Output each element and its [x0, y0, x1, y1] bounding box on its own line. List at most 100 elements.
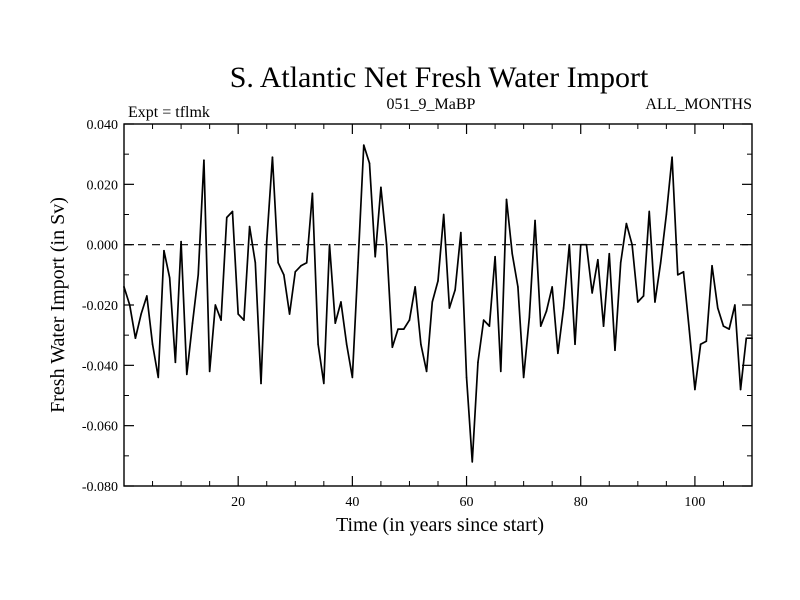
data-point	[208, 370, 211, 373]
data-point	[602, 325, 605, 327]
data-point	[362, 144, 365, 146]
data-point	[174, 361, 177, 364]
data-point	[186, 373, 188, 376]
data-point	[368, 162, 371, 165]
data-point	[191, 322, 194, 324]
data-point	[380, 186, 382, 189]
data-point	[665, 213, 668, 216]
data-point	[454, 289, 456, 291]
data-point	[294, 271, 297, 273]
data-point	[265, 240, 268, 243]
x-tick-label: 60	[460, 495, 474, 510]
data-point	[300, 264, 302, 267]
data-point	[500, 370, 502, 373]
data-point	[699, 343, 702, 346]
data-point	[305, 261, 308, 264]
y-tick-label: -0.060	[82, 420, 118, 435]
data-point	[243, 319, 245, 321]
data-point	[631, 243, 633, 246]
data-point	[642, 295, 645, 297]
x-tick-label: 40	[345, 495, 359, 510]
data-point	[425, 370, 428, 373]
data-point	[146, 295, 148, 297]
months-label: ALL_MONTHS	[645, 96, 752, 113]
data-point	[283, 274, 285, 276]
data-point	[214, 304, 217, 306]
data-point	[625, 222, 628, 225]
data-point	[248, 225, 251, 228]
data-point	[260, 382, 262, 385]
data-point	[579, 243, 582, 246]
data-point	[402, 328, 405, 330]
data-point	[688, 328, 690, 330]
data-point	[477, 361, 479, 364]
data-point	[671, 156, 673, 158]
data-point	[385, 243, 388, 246]
data-point	[311, 192, 314, 195]
data-point	[437, 280, 439, 282]
data-point	[237, 313, 239, 315]
data-point	[722, 325, 725, 327]
data-point	[323, 382, 325, 385]
data-point	[220, 319, 222, 321]
data-point	[528, 316, 531, 318]
run-label: 051_9_MaBP	[387, 96, 476, 113]
data-point	[442, 213, 445, 216]
data-point	[231, 210, 234, 213]
chart-title: S. Atlantic Net Fresh Water Import	[230, 61, 649, 94]
data-point	[448, 307, 451, 309]
data-point	[682, 271, 685, 273]
data-point	[745, 337, 748, 339]
data-point	[168, 277, 171, 279]
x-tick-label: 80	[574, 495, 588, 510]
expt-label: Expt = tflmk	[128, 104, 210, 121]
data-point	[140, 313, 142, 315]
data-point	[505, 198, 508, 201]
data-point	[151, 343, 154, 346]
data-point	[420, 343, 422, 346]
data-point	[408, 319, 411, 321]
data-point	[180, 240, 182, 243]
y-tick-label: -0.040	[82, 359, 118, 374]
data-point	[705, 340, 708, 343]
data-point	[711, 264, 713, 267]
data-point	[562, 307, 565, 309]
data-point	[648, 210, 651, 213]
data-point	[203, 159, 205, 161]
data-point	[328, 243, 331, 246]
data-point	[357, 261, 359, 264]
data-point	[340, 301, 342, 303]
data-point	[676, 274, 679, 276]
data-point	[659, 261, 662, 264]
data-point	[488, 325, 491, 327]
data-point	[522, 376, 525, 379]
data-point	[597, 258, 599, 261]
plot-frame	[123, 123, 753, 487]
y-tick-label: -0.080	[82, 480, 118, 495]
data-point	[465, 376, 468, 379]
data-point	[654, 301, 656, 303]
data-point	[728, 328, 730, 330]
data-point	[511, 252, 514, 255]
data-point	[254, 261, 257, 264]
data-point	[391, 346, 394, 349]
data-point	[460, 231, 462, 234]
data-point	[351, 376, 354, 379]
y-tick-label: 0.000	[87, 239, 119, 254]
data-point	[585, 243, 588, 246]
y-tick-label: 0.040	[87, 118, 119, 133]
data-point	[637, 301, 639, 303]
data-point	[397, 328, 399, 330]
data-point	[334, 322, 337, 324]
data-point	[163, 249, 165, 252]
x-tick-label: 20	[231, 495, 245, 510]
data-point	[374, 255, 377, 258]
data-point	[225, 216, 228, 219]
data-point	[591, 292, 593, 294]
data-point	[317, 343, 319, 346]
data-point	[494, 255, 496, 258]
data-point	[471, 461, 474, 463]
series-layer	[123, 144, 753, 463]
